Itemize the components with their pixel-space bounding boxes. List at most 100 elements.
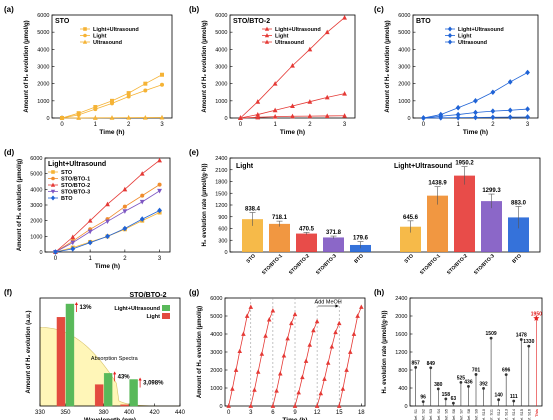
data-point	[507, 107, 513, 114]
bar	[350, 244, 371, 252]
legend-marker	[447, 39, 453, 45]
data-point	[490, 89, 496, 96]
panel-a-tag: (a)	[4, 5, 14, 14]
y-tick-label: 1000	[37, 99, 49, 105]
y-tick-label: 3000	[210, 350, 222, 356]
data-point	[237, 348, 243, 353]
data-point	[507, 114, 513, 120]
bar-value-label: 883.0	[511, 200, 527, 206]
panel-g-tag: (g)	[189, 288, 200, 297]
data-point	[497, 398, 501, 402]
data-point	[504, 373, 508, 377]
y-tick-label: 3000	[30, 203, 42, 209]
y-tick-label: 0	[46, 116, 49, 122]
data-point	[519, 338, 523, 341]
y-tick-label: 4000	[215, 47, 227, 53]
x-tick-label: Ref. S8	[467, 409, 471, 420]
legend-swatch	[162, 305, 170, 311]
panel-d-tag: (d)	[4, 148, 15, 157]
data-point	[303, 358, 309, 363]
data-point	[87, 229, 93, 235]
legend-marker	[50, 189, 56, 194]
y-tick-label: 2400	[395, 296, 407, 302]
y-tick-label: 400	[398, 386, 407, 392]
data-point	[244, 313, 250, 318]
x-tick-label: 1	[94, 122, 98, 128]
data-point	[272, 107, 278, 113]
x-tick-label: Ref. S5	[444, 409, 448, 420]
y-tick-label: 5000	[215, 30, 227, 36]
data-point	[329, 344, 335, 349]
panel-e-tag: (e)	[189, 148, 199, 157]
data-point	[272, 114, 278, 119]
x-tick-label: 9	[293, 410, 297, 416]
bar	[400, 226, 421, 252]
data-point	[93, 107, 98, 112]
x-tick-label: Ref. S10	[482, 409, 486, 420]
bar-value-label: 470.5	[299, 226, 315, 232]
x-tick-label: 350	[60, 410, 71, 416]
legend-label: Light	[275, 34, 289, 40]
y-tick-label: 600	[218, 227, 227, 233]
data-point	[157, 182, 162, 187]
point-value-label: 857	[411, 360, 420, 366]
y-axis-label: H₂ evolution rate (μmol/(g·h))	[202, 164, 208, 247]
data-point	[342, 113, 347, 118]
y-tick-label: 2000	[210, 368, 222, 374]
x-tick-label: 0	[239, 122, 243, 128]
data-point	[160, 72, 164, 77]
bar	[454, 175, 475, 252]
x-tick-label: STO/BTO-2	[288, 253, 311, 276]
bar-value-label: 645.6	[403, 215, 419, 221]
data-point	[76, 115, 82, 120]
data-point	[292, 403, 298, 408]
x-tick-label: 3	[249, 410, 253, 416]
y-tick-label: 1200	[395, 350, 407, 356]
y-tick-label: 1000	[210, 386, 222, 392]
y-tick-label: 3000	[37, 65, 49, 71]
data-point	[525, 69, 530, 76]
data-point	[525, 106, 530, 112]
data-point	[525, 114, 530, 120]
data-point	[255, 114, 261, 120]
y-axis-label: Amount of H₂ evolution (μmol/g)	[24, 20, 30, 112]
legend-marker	[51, 176, 55, 181]
x-tick-label: 1	[273, 122, 277, 128]
data-point	[248, 304, 254, 309]
bar-value-label: 838.4	[245, 207, 261, 213]
legend-marker	[50, 195, 56, 201]
panel-f-tag: (f)	[4, 288, 12, 297]
y-tick-label: 0	[219, 404, 222, 410]
panel-title: STO/BTO-2	[129, 292, 166, 299]
x-axis-label: Time (h)	[280, 129, 305, 136]
x-tick-label: Ref. S4	[437, 409, 441, 420]
y-tick-label: 6000	[30, 156, 42, 162]
data-point	[307, 113, 313, 119]
increase-arrowhead	[138, 377, 142, 381]
data-point	[139, 171, 145, 176]
bar	[508, 217, 529, 252]
data-point	[490, 108, 496, 114]
x-tick-label: 3	[158, 256, 162, 262]
legend-marker	[83, 33, 87, 38]
data-point	[160, 82, 164, 87]
data-point	[285, 336, 290, 341]
data-point	[109, 115, 115, 120]
y-tick-label: 3000	[398, 65, 410, 71]
data-point	[59, 115, 65, 120]
y-tick-label: 6000	[215, 13, 227, 19]
data-point	[421, 400, 425, 404]
x-tick-label: 3	[160, 122, 164, 128]
legend-label: BTO	[61, 196, 73, 202]
bar	[481, 201, 502, 252]
x-tick-label: Ref. S14	[512, 409, 516, 420]
data-point	[110, 98, 114, 103]
x-tick-label: Ref. S1	[414, 409, 418, 420]
data-point	[414, 366, 418, 369]
data-point	[122, 225, 128, 232]
point-value-label: 158	[442, 392, 451, 398]
x-tick-label: STO/BTO-1	[419, 253, 442, 276]
data-point	[230, 386, 235, 391]
series-line	[338, 306, 362, 407]
legend-marker	[264, 26, 270, 31]
